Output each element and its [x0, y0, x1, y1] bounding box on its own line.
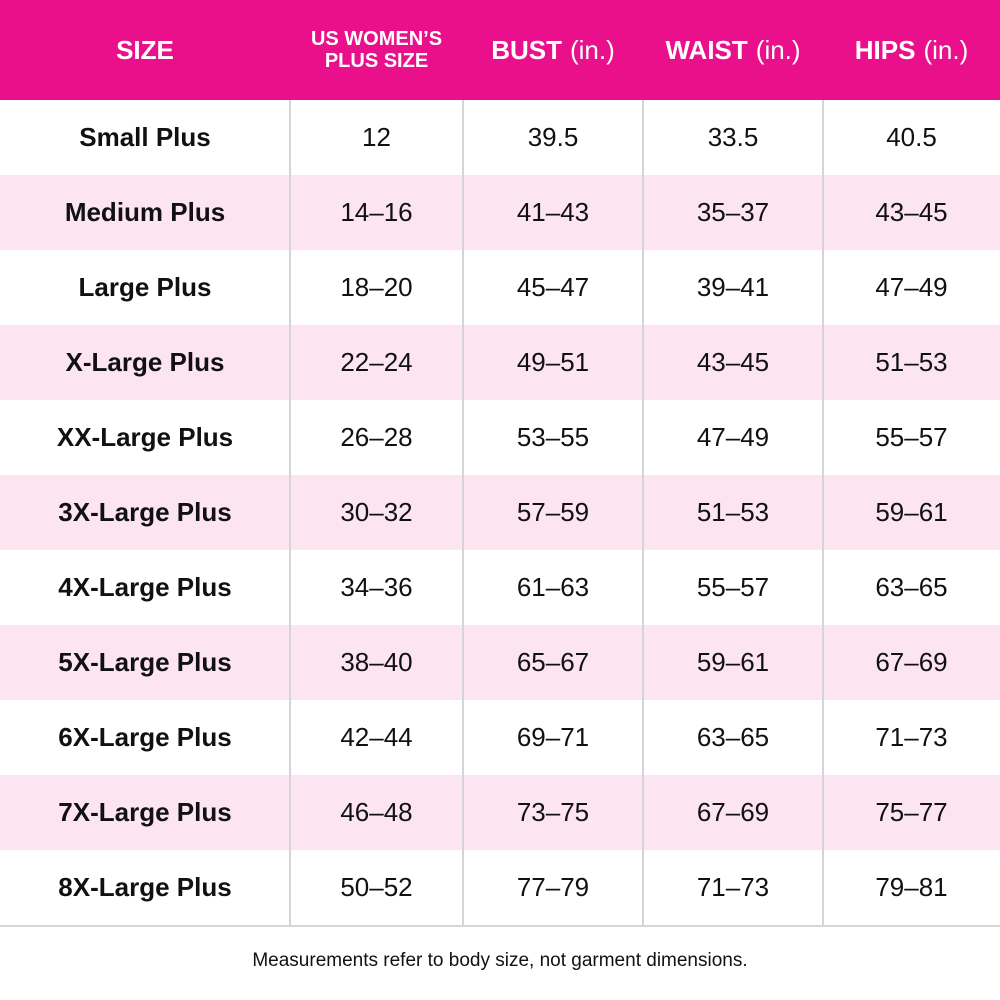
table-cell: 18–20	[340, 272, 413, 302]
table-cell: 12	[362, 122, 391, 152]
table-cell: 73–75	[516, 797, 590, 827]
table-cell: 22–24	[340, 347, 413, 377]
table-cell: 50–52	[340, 872, 413, 902]
table-row: Large Plus 18–20 45–47 39–41 47–49	[0, 250, 1000, 325]
table-cell: 3X-Large Plus	[58, 497, 232, 527]
table-cell: 63–65	[875, 572, 948, 602]
table-cell: 75–77	[875, 797, 948, 827]
header-cell: US WOMEN’S PLUS SIZE	[290, 0, 463, 100]
header-text: US WOMEN’S PLUS SIZE	[304, 28, 449, 72]
header-label: WAIST	[665, 34, 748, 65]
table-cell: 40.5	[886, 122, 937, 152]
header-label: BUST	[491, 34, 562, 65]
table-cell: 46–48	[340, 797, 413, 827]
table-cell: 34–36	[340, 572, 413, 602]
table-cell: 71–73	[696, 872, 770, 902]
table-cell: 5X-Large Plus	[58, 647, 232, 677]
table-cell: 55–57	[696, 572, 770, 602]
table-cell: 55–57	[875, 422, 948, 452]
table-cell: 63–65	[696, 722, 770, 752]
table-header: SIZE US WOMEN’S PLUS SIZE BUST (in.) WAIST (i…	[0, 0, 1000, 100]
table-cell: 8X-Large Plus	[58, 872, 232, 902]
table-cell: 59–61	[875, 497, 948, 527]
table-cell: 65–67	[516, 647, 590, 677]
header-text: HIPS (in.)	[855, 35, 968, 66]
header-label: US WOMEN’S PLUS SIZE	[310, 28, 443, 72]
table-row: X-Large Plus 22–24 49–51 43–45 51–53	[0, 325, 1000, 400]
table-cell: 45–47	[516, 272, 590, 302]
table-cell: 4X-Large Plus	[58, 572, 232, 602]
table-cell: 67–69	[875, 647, 948, 677]
table-cell: 57–59	[516, 497, 590, 527]
table-cell: X-Large Plus	[65, 347, 225, 377]
table-cell: Medium Plus	[64, 197, 226, 227]
table-cell: 61–63	[516, 572, 590, 602]
table-cell: 14–16	[340, 197, 413, 227]
table-cell: 33.5	[707, 122, 759, 152]
header-label: HIPS	[854, 34, 916, 65]
table-cell: XX-Large Plus	[56, 422, 234, 452]
table-cell: 67–69	[696, 797, 770, 827]
column-divider	[289, 100, 291, 927]
table-cell: 7X-Large Plus	[58, 797, 232, 827]
table-row: XX-Large Plus 26–28 53–55 47–49 55–57	[0, 400, 1000, 475]
table-cell: 6X-Large Plus	[58, 722, 232, 752]
header-cell: SIZE	[0, 0, 290, 100]
table-cell: 77–79	[516, 872, 590, 902]
header-text: BUST (in.)	[491, 35, 615, 66]
header-text: WAIST (in.)	[665, 35, 800, 66]
table-cell: Large Plus	[78, 272, 212, 302]
table-cell: 51–53	[875, 347, 948, 377]
table-cell: 39.5	[527, 122, 579, 152]
table-cell: 41–43	[516, 197, 590, 227]
table-cell: 53–55	[516, 422, 590, 452]
table-cell: 51–53	[696, 497, 770, 527]
table-row: 4X-Large Plus 34–36 61–63 55–57 63–65	[0, 550, 1000, 625]
table-cell: 30–32	[340, 497, 413, 527]
header-cell: BUST (in.)	[463, 0, 643, 100]
header-cell: HIPS (in.)	[823, 0, 1000, 100]
table-row: Small Plus 12 39.5 33.5 40.5	[0, 100, 1000, 175]
header-text: SIZE	[116, 35, 174, 66]
table-row: Medium Plus 14–16 41–43 35–37 43–45	[0, 175, 1000, 250]
table-body: Small Plus 12 39.5 33.5 40.5 Medium Plus 14–16…	[0, 100, 1000, 927]
table-row: 8X-Large Plus 50–52 77–79 71–73 79–81	[0, 850, 1000, 925]
table-cell: Small Plus	[79, 122, 211, 152]
table-row: 5X-Large Plus 38–40 65–67 59–61 67–69	[0, 625, 1000, 700]
header-unit: (in.)	[570, 34, 615, 65]
table-cell: 47–49	[875, 272, 948, 302]
table-cell: 47–49	[696, 422, 770, 452]
table-row: 3X-Large Plus 30–32 57–59 51–53 59–61	[0, 475, 1000, 550]
header-cell: WAIST (in.)	[643, 0, 823, 100]
table-cell: 79–81	[875, 872, 948, 902]
table-cell: 39–41	[696, 272, 770, 302]
table-cell: 26–28	[340, 422, 413, 452]
table-cell: 49–51	[516, 347, 590, 377]
table-cell: 71–73	[875, 722, 948, 752]
footnote: Measurements refer to body size, not gar…	[252, 950, 748, 971]
column-divider	[642, 100, 644, 927]
table-cell: 42–44	[340, 722, 413, 752]
table-cell: 43–45	[875, 197, 948, 227]
table-cell: 35–37	[696, 197, 770, 227]
column-divider	[822, 100, 824, 927]
table-cell: 38–40	[340, 647, 413, 677]
header-unit: (in.)	[755, 34, 801, 65]
table-cell: 69–71	[516, 722, 590, 752]
table-cell: 59–61	[696, 647, 770, 677]
header-label: SIZE	[116, 34, 174, 65]
column-divider	[462, 100, 464, 927]
table-row: 7X-Large Plus 46–48 73–75 67–69 75–77	[0, 775, 1000, 850]
header-unit: (in.)	[923, 34, 969, 65]
table-row: 6X-Large Plus 42–44 69–71 63–65 71–73	[0, 700, 1000, 775]
table-cell: 43–45	[696, 347, 770, 377]
